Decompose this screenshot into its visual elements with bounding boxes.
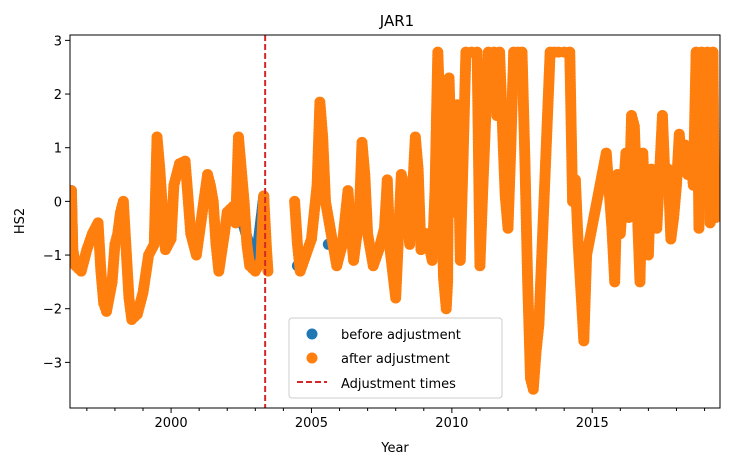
y-tick-label: −3	[43, 356, 62, 371]
plot-area	[70, 35, 720, 408]
x-tick-label: 2015	[576, 416, 609, 431]
x-tick-label: 2000	[155, 416, 188, 431]
y-tick-label: 2	[54, 88, 62, 103]
chart-title: JAR1	[379, 12, 414, 30]
y-tick-label: −1	[43, 249, 62, 264]
plot-frame	[69, 34, 721, 409]
after-adjustment-series	[70, 46, 720, 395]
legend: before adjustment after adjustment Adjus…	[288, 317, 503, 399]
y-axis: −3 −2 −1 0 1 2 3	[43, 34, 70, 371]
y-tick-label: 3	[54, 34, 62, 49]
x-tick-label: 2010	[435, 416, 468, 431]
y-tick-label: −2	[43, 303, 62, 318]
x-axis-label: Year	[380, 441, 409, 456]
x-tick-label: 2005	[295, 416, 328, 431]
legend-box	[288, 317, 503, 399]
legend-adjustment-label: Adjustment times	[341, 377, 456, 392]
legend-after-label: after adjustment	[341, 352, 450, 367]
y-tick-label: 0	[54, 195, 62, 210]
legend-after-marker	[306, 352, 318, 364]
legend-before-marker	[306, 328, 318, 340]
after-adjustment-point	[710, 211, 720, 223]
y-axis-label: HS2	[13, 208, 28, 234]
after-adjustment-point	[262, 265, 274, 277]
legend-before-label: before adjustment	[341, 328, 461, 343]
y-tick-label: 1	[54, 142, 62, 157]
x-axis: 2000 2005 2010 2015	[86, 408, 706, 431]
